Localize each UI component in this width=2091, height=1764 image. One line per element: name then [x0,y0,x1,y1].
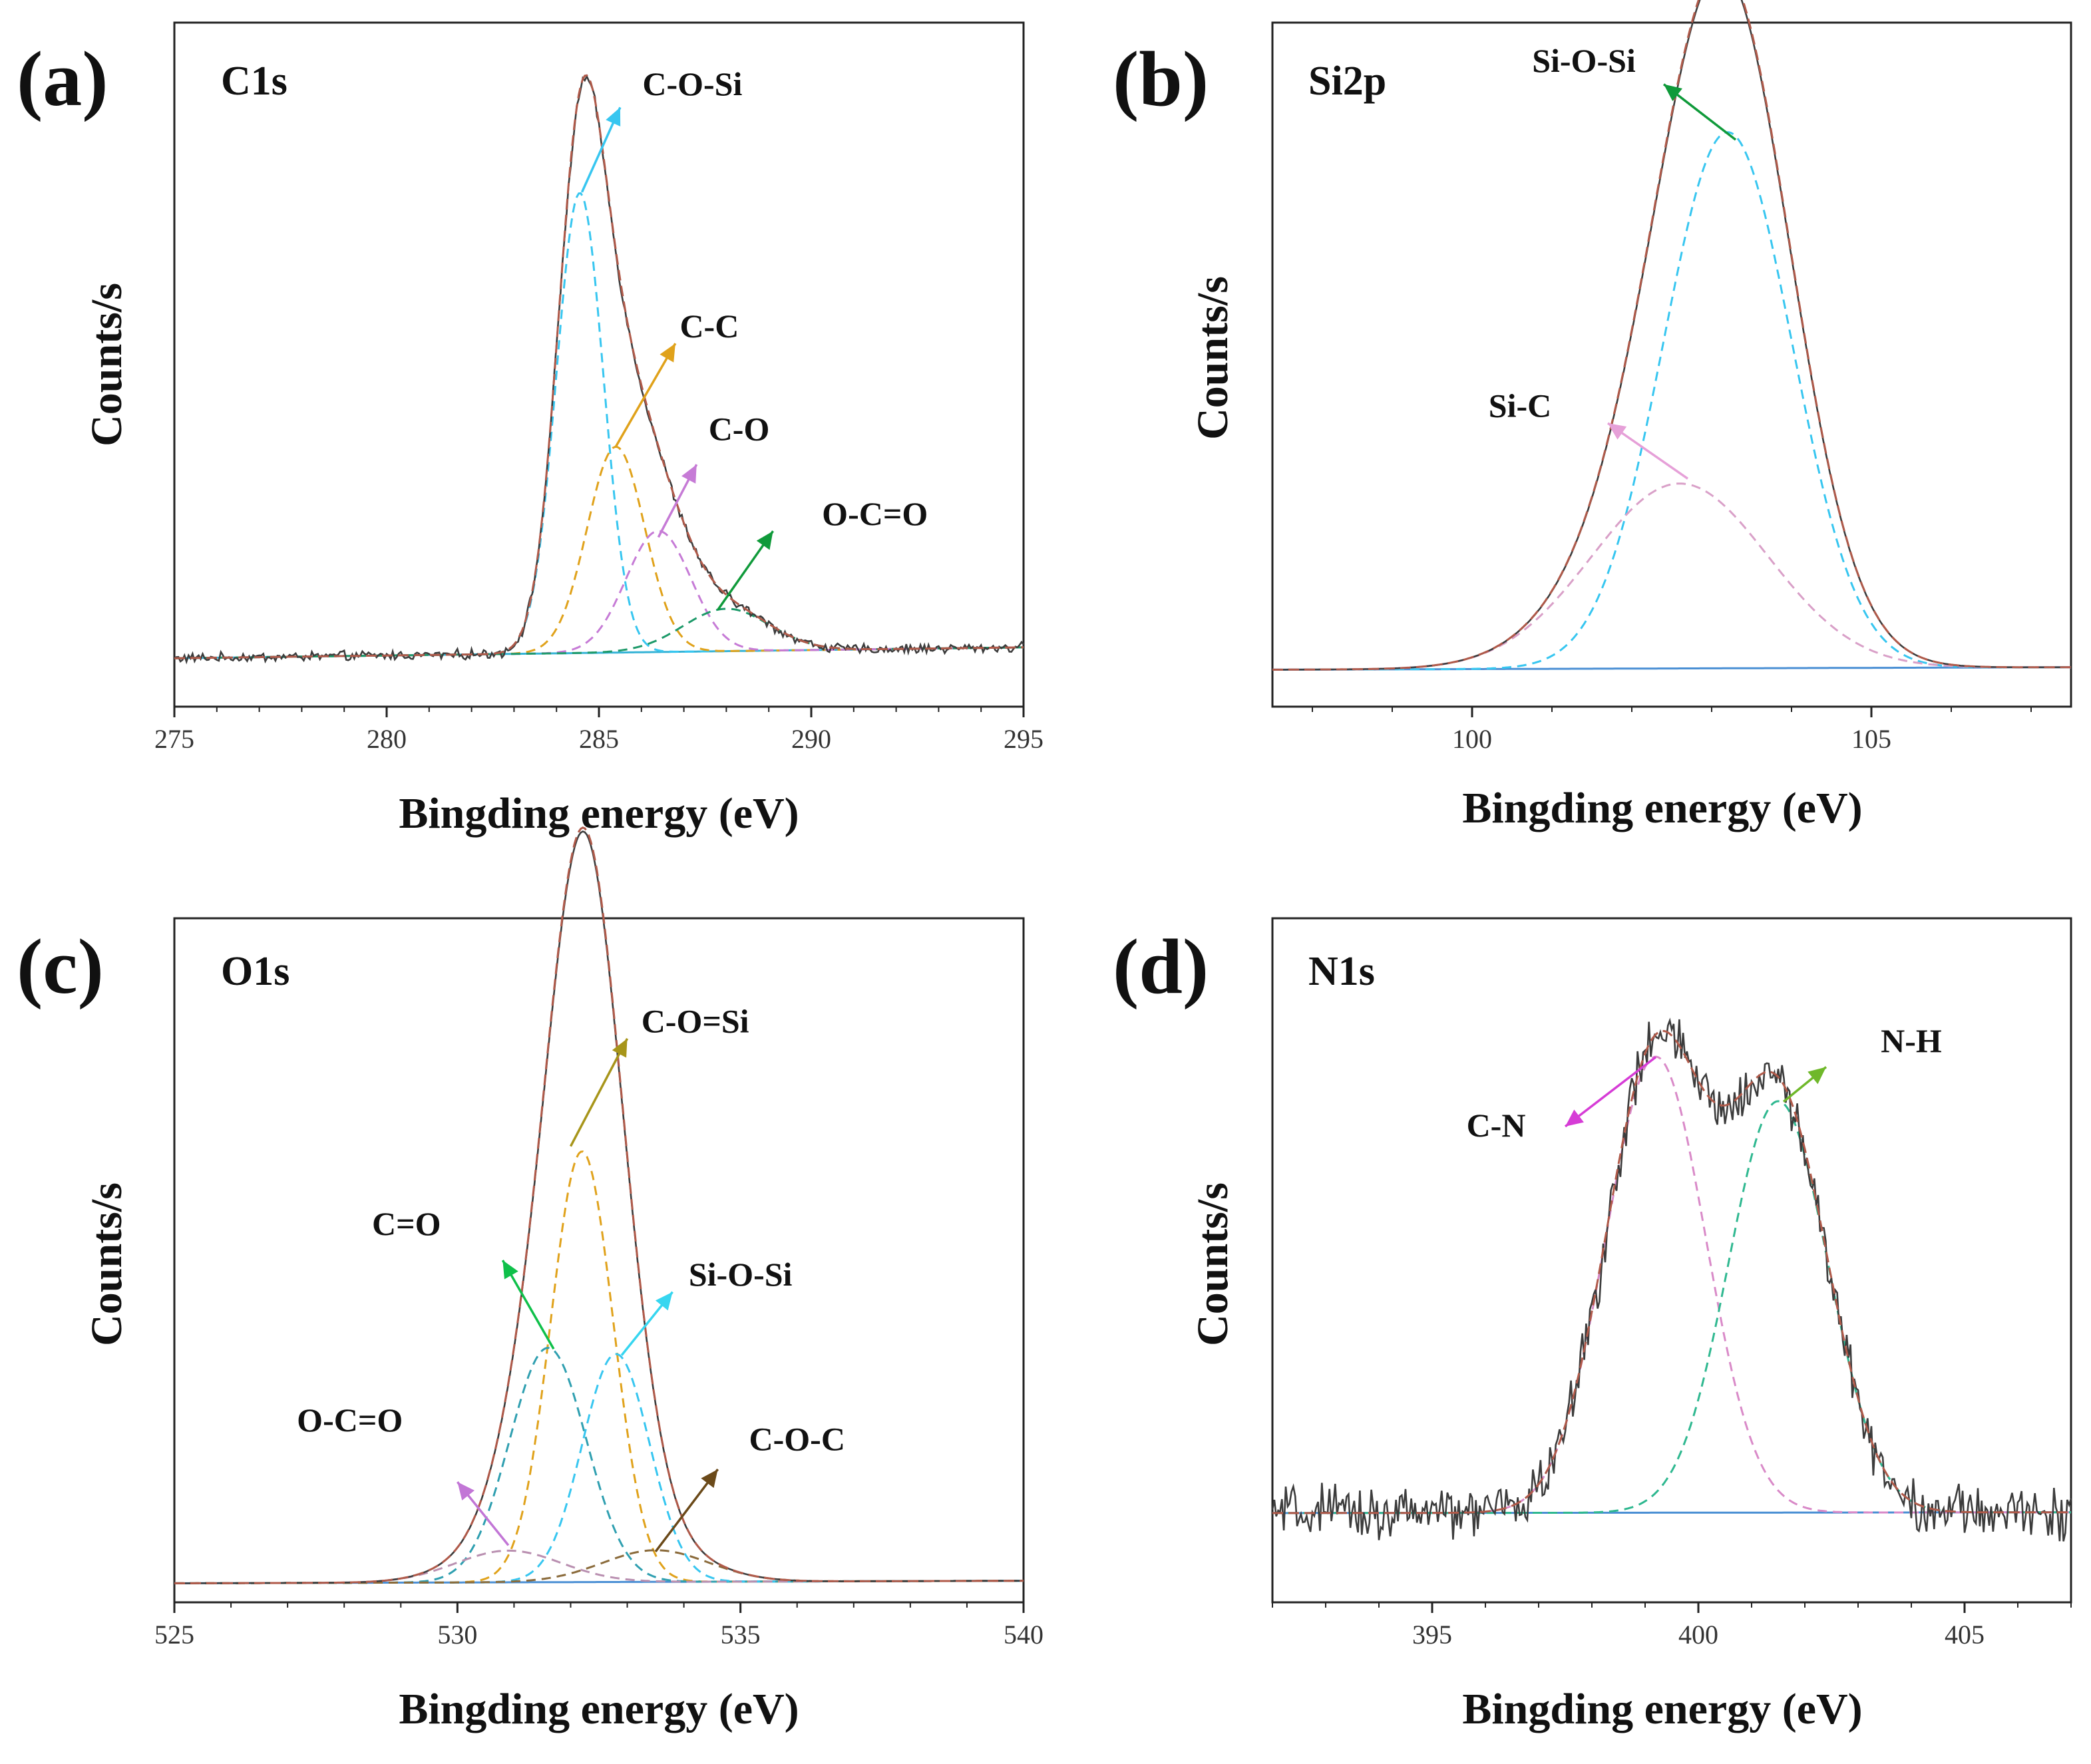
envelope-fit [1272,0,2071,671]
panel-a-y-axis-label: Counts/s [83,283,131,446]
panel-b-x-ticks: 100 105 [1312,707,2032,754]
panel-d-annotations: C-N N-H [1467,1022,1942,1144]
panel-a-x-ticks: 275 280 285 290 295 [154,707,1044,754]
panel-c-y-axis-label: Counts/s [83,1182,131,1346]
annotation-arrowhead-O-C=O [756,531,773,550]
peak-label-O-C=O: O-C=O [822,495,928,532]
raw-spectrum [1271,1017,2072,1542]
annotation-arrowhead-C-O=Si [612,1038,628,1058]
annotation-arrowhead-C-N [1565,1109,1584,1127]
panel-c-frame [173,917,1025,1604]
x-tick-label: 100 [1452,724,1492,754]
peak-label-Si-O-Si: Si-O-Si [1532,42,1636,79]
panel-c-annotations: C-O=Si C=O Si-O-Si O-C=O C-O-C [297,1002,845,1552]
panel-b-x-axis-label: Bingding energy (eV) [1462,784,1862,832]
panel-a-curves [174,74,1024,665]
x-tick-label: 285 [579,724,619,754]
panel-a: (a) C1s C-O-Si C-C C-O O-C=O 275 280 285 290 29… [17,21,1044,838]
panel-b-title: Si2p [1308,59,1386,104]
x-tick-label: 405 [1945,1620,1985,1650]
panel-b-frame [1271,21,2072,708]
x-tick-label: 530 [437,1620,477,1650]
panel-c-letter: (c) [17,923,104,1010]
x-tick-label: 395 [1412,1620,1452,1650]
panel-a-letter: (a) [17,35,108,122]
panel-b-y-axis-label: Counts/s [1189,276,1237,440]
annotation-arrowhead-N-H [1807,1067,1826,1085]
annotation-arrowhead-C-C [660,343,675,363]
panel-a-title: C1s [221,59,287,104]
annotation-arrowhead-C-O-C [701,1469,718,1489]
peak-label-Si-C: Si-C [1489,387,1551,425]
panel-d-title: N1s [1308,949,1375,994]
annotation-arrowhead-Si-O-Si [1664,84,1682,101]
x-tick-label: 400 [1678,1620,1718,1650]
panel-d-x-ticks: 395 400 405 [1272,1602,2072,1650]
panel-d-letter: (d) [1113,923,1209,1010]
annotation-arrow-C-O=Si [569,1038,629,1147]
panel-d: (d) N1s C-N N-H 395 400 405 Bingding energy… [1113,917,2072,1733]
envelope-fit [174,74,1024,659]
panel-c-x-ticks: 525 530 535 540 [154,1602,1044,1650]
annotation-arrowhead-Si-O-Si [655,1292,673,1311]
panel-c-title: O1s [221,949,289,994]
panel-b-annotations: Si-O-Si Si-C [1489,42,1737,480]
x-tick-label: 525 [154,1620,194,1650]
peak-label-N-H: N-H [1881,1022,1942,1059]
peak-label-C=O: C=O [372,1205,441,1242]
annotation-arrow-C-C [615,343,677,447]
component-peak-Si-O-Si [1272,131,2071,671]
x-tick-label: 290 [791,724,831,754]
panel-c-curves [174,826,1024,1584]
panel-d-frame [1271,917,2072,1604]
annotation-arrowhead-O-C=O [457,1482,475,1500]
x-tick-label: 535 [721,1620,761,1650]
envelope-fit [1272,1029,2071,1514]
panel-b-letter: (b) [1113,35,1209,122]
annotation-arrow-C-N [1564,1056,1657,1128]
peak-label-C-O-C: C-O-C [749,1421,845,1458]
annotation-arrowhead-C=O [502,1260,518,1280]
peak-label-O-C=O: O-C=O [297,1401,403,1439]
annotation-arrowhead-C-O [681,464,697,484]
peak-label-Si-O-Si: Si-O-Si [689,1256,793,1293]
peak-label-C-O-Si: C-O-Si [642,65,742,102]
peak-label-C-O: C-O [709,411,770,448]
panel-d-y-axis-label: Counts/s [1189,1182,1237,1346]
panel-a-annotations: C-O-Si C-C C-O O-C=O [580,65,928,611]
panel-c: (c) O1s C-O=Si C=O Si-O-Si O-C=O C-O-C 525 53… [17,826,1044,1733]
panel-d-curves [1271,1017,2072,1542]
peak-label-C-O=Si: C-O=Si [642,1002,749,1039]
panel-d-x-axis-label: Bingding energy (eV) [1462,1685,1862,1733]
peak-label-C-C: C-C [679,307,739,345]
x-tick-label: 540 [1004,1620,1044,1650]
background-line [1272,666,2071,671]
panel-b-curves [1272,0,2071,671]
panel-b: (b) Si2p Si-O-Si Si-C 100 105 Bingding ene… [1113,0,2072,832]
panel-c-x-axis-label: Bingding energy (eV) [399,1685,799,1733]
annotation-arrowhead-Si-C [1608,423,1627,440]
peak-label-C-N: C-N [1467,1107,1526,1144]
envelope-fit [174,826,1024,1584]
x-tick-label: 280 [367,724,407,754]
annotation-arrowhead-C-O-Si [606,107,621,126]
x-tick-label: 275 [154,724,194,754]
x-tick-label: 295 [1004,724,1044,754]
panel-a-x-axis-label: Bingding energy (eV) [399,789,799,838]
x-tick-label: 105 [1851,724,1891,754]
component-peak-C-N [1272,1055,2071,1514]
